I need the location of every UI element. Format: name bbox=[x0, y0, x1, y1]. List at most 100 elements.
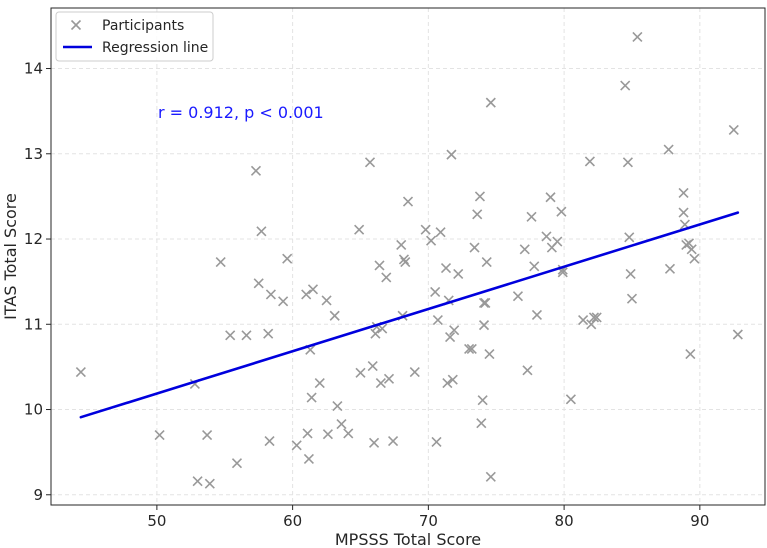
point-stroke bbox=[398, 254, 409, 265]
participant-point bbox=[307, 284, 319, 295]
point-stroke bbox=[477, 395, 488, 406]
participant-point bbox=[431, 436, 442, 447]
point-stroke bbox=[396, 239, 407, 251]
point-stroke bbox=[565, 394, 576, 405]
participant-point bbox=[400, 256, 411, 268]
point-stroke bbox=[481, 256, 492, 268]
point-stroke bbox=[75, 366, 86, 378]
point-stroke bbox=[469, 242, 480, 253]
participant-point bbox=[430, 286, 441, 297]
point-stroke bbox=[663, 144, 674, 155]
point-stroke bbox=[241, 330, 252, 341]
participant-point bbox=[321, 295, 332, 306]
legend-x-marker bbox=[70, 19, 82, 31]
participant-point bbox=[545, 192, 556, 203]
regression-line bbox=[79, 211, 740, 419]
point-stroke bbox=[440, 262, 452, 274]
point-stroke bbox=[291, 440, 302, 451]
participant-point bbox=[446, 149, 457, 160]
point-stroke bbox=[374, 260, 385, 271]
point-stroke bbox=[253, 278, 264, 289]
y-tick-label: 13 bbox=[24, 145, 43, 163]
point-stroke bbox=[625, 268, 636, 280]
participant-point bbox=[278, 296, 289, 307]
participant-point bbox=[663, 144, 674, 155]
participant-point bbox=[565, 394, 576, 405]
y-tick-label: 10 bbox=[24, 401, 43, 419]
participant-point bbox=[541, 231, 552, 242]
participant-point bbox=[442, 378, 453, 389]
point-stroke bbox=[586, 319, 597, 330]
participant-point bbox=[586, 319, 597, 330]
point-stroke bbox=[485, 97, 496, 108]
point-stroke bbox=[552, 236, 563, 247]
point-stroke bbox=[622, 157, 633, 168]
participant-point bbox=[469, 242, 480, 253]
participant-point bbox=[447, 374, 458, 385]
participant-point bbox=[368, 437, 380, 448]
point-stroke bbox=[202, 430, 213, 441]
participant-point bbox=[426, 235, 437, 246]
participant-point bbox=[398, 254, 409, 265]
participant-point bbox=[481, 256, 492, 268]
participant-point bbox=[685, 349, 696, 360]
point-stroke bbox=[250, 165, 262, 176]
legend-regression-line-label: Regression line bbox=[102, 40, 208, 56]
legend-participants-marker bbox=[70, 19, 82, 31]
participant-point bbox=[552, 236, 563, 247]
point-stroke bbox=[529, 261, 540, 272]
point-stroke bbox=[307, 284, 319, 295]
point-stroke bbox=[664, 263, 676, 274]
point-stroke bbox=[683, 238, 695, 249]
participant-point bbox=[301, 289, 312, 300]
participant-point bbox=[625, 268, 636, 280]
participant-point bbox=[332, 401, 343, 412]
participant-point bbox=[474, 191, 486, 202]
point-stroke bbox=[154, 430, 165, 441]
participant-point bbox=[192, 476, 203, 487]
point-stroke bbox=[400, 256, 411, 268]
participant-point bbox=[464, 343, 475, 355]
point-stroke bbox=[453, 268, 464, 280]
point-stroke bbox=[557, 267, 568, 278]
point-stroke bbox=[531, 309, 543, 320]
point-stroke bbox=[591, 312, 602, 323]
point-stroke bbox=[447, 374, 458, 385]
point-stroke bbox=[192, 476, 203, 487]
x-axis-title: MPSSS Total Score bbox=[335, 530, 481, 548]
participant-point bbox=[388, 435, 399, 447]
point-stroke bbox=[588, 312, 600, 323]
participant-point bbox=[253, 278, 264, 289]
point-stroke bbox=[204, 478, 215, 489]
point-stroke bbox=[512, 291, 524, 302]
point-stroke bbox=[686, 244, 697, 255]
participant-point bbox=[381, 272, 392, 283]
participant-point bbox=[686, 244, 697, 255]
y-axis-ticks: 9 10 11 12 13 14 bbox=[24, 60, 51, 504]
participant-point bbox=[584, 156, 595, 167]
participant-point bbox=[420, 224, 431, 235]
point-stroke bbox=[445, 331, 456, 343]
participant-points bbox=[75, 31, 743, 489]
participant-point bbox=[355, 367, 366, 378]
participant-point bbox=[732, 329, 743, 340]
participant-point bbox=[466, 343, 477, 355]
point-stroke bbox=[322, 429, 333, 440]
participant-point bbox=[522, 365, 533, 376]
point-stroke bbox=[466, 343, 477, 355]
participant-point bbox=[314, 378, 325, 389]
point-stroke bbox=[388, 435, 399, 447]
participant-point bbox=[678, 187, 689, 199]
participant-point bbox=[445, 331, 456, 343]
point-stroke bbox=[522, 365, 533, 376]
participant-point bbox=[440, 262, 452, 274]
point-stroke bbox=[225, 330, 236, 341]
point-stroke bbox=[256, 226, 267, 237]
point-stroke bbox=[303, 453, 314, 465]
point-stroke bbox=[381, 272, 392, 283]
participant-point bbox=[478, 297, 490, 309]
point-stroke bbox=[420, 224, 431, 235]
y-tick-label: 9 bbox=[33, 486, 43, 504]
point-stroke bbox=[545, 192, 556, 203]
participant-point bbox=[364, 157, 376, 168]
